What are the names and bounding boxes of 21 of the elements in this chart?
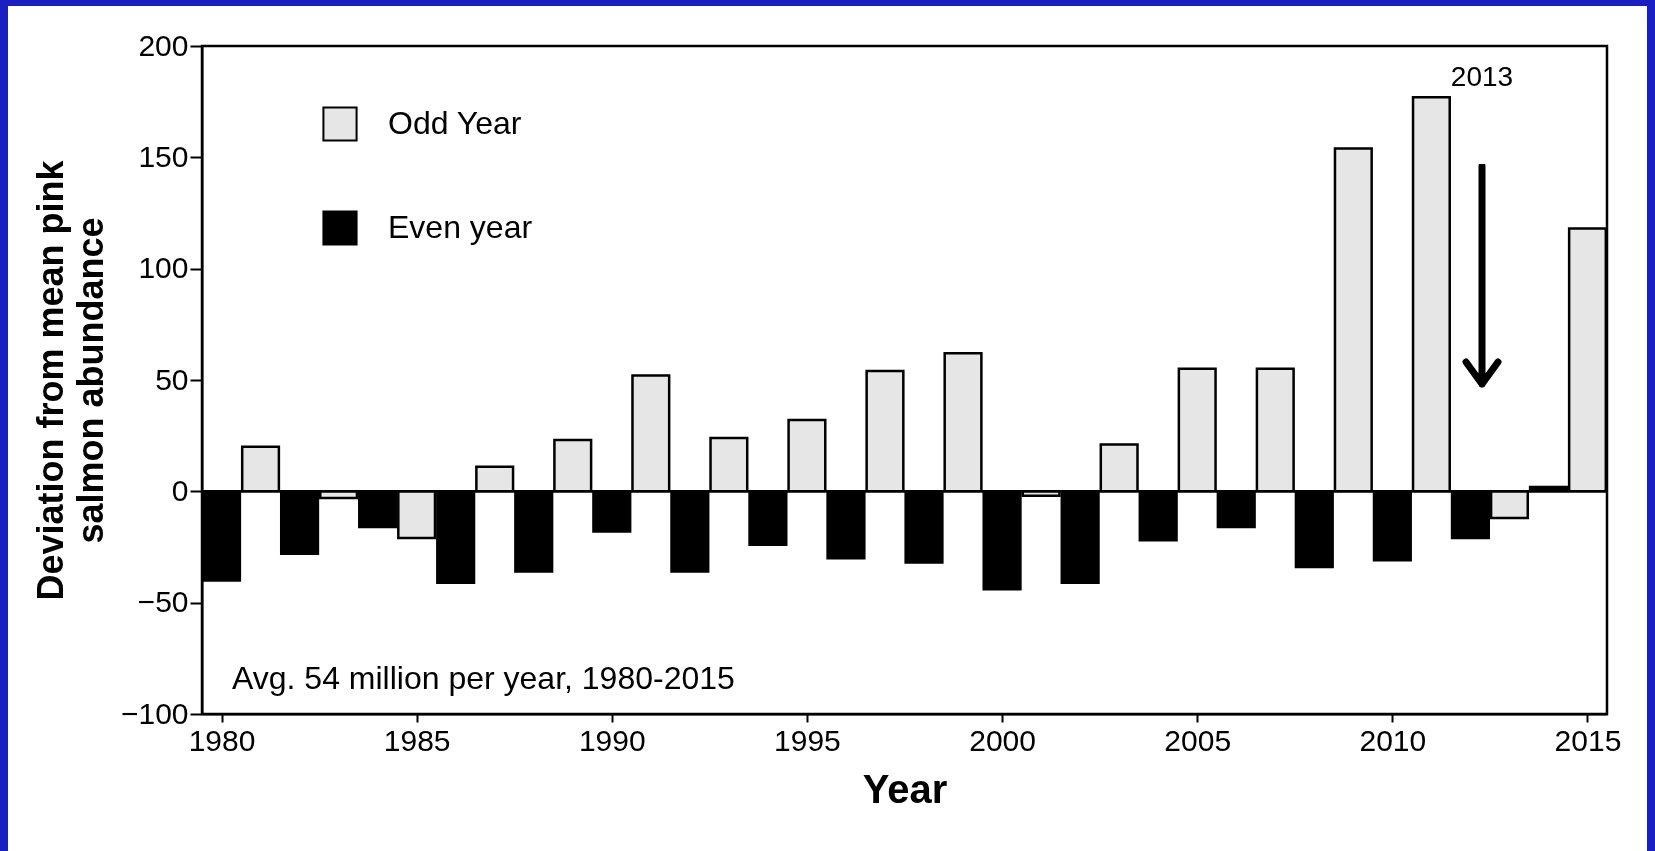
x-tick-label: 2015 — [1554, 723, 1622, 757]
y-axis-title: Deviation from mean pink salmon abundance — [29, 159, 111, 601]
y-tick-label: 100 — [138, 251, 189, 285]
x-tick-label: 1985 — [383, 723, 451, 757]
x-axis-title: Year — [862, 766, 948, 811]
legend-label: Even year — [388, 209, 533, 245]
x-tick-label: 1995 — [774, 723, 841, 757]
y-tick-label: 0 — [171, 473, 189, 507]
x-tick-label: 1990 — [578, 723, 646, 757]
x-tick-label: 1980 — [188, 723, 256, 757]
annotation: 2013 — [1450, 61, 1514, 92]
annotation: Avg. 54 million per year, 1980-2015 — [232, 660, 735, 696]
x-tick-label: 2005 — [1164, 723, 1232, 757]
x-tick-label: 2000 — [969, 723, 1036, 757]
y-tick-label: −100 — [120, 696, 189, 730]
x-tick-label: 2010 — [1359, 723, 1427, 757]
y-tick-label: 50 — [155, 362, 189, 396]
y-tick-label: 150 — [138, 139, 189, 173]
legend-label: Odd Year — [388, 105, 522, 141]
y-tick-label: −50 — [137, 585, 189, 619]
y-tick-label: 200 — [138, 28, 189, 62]
